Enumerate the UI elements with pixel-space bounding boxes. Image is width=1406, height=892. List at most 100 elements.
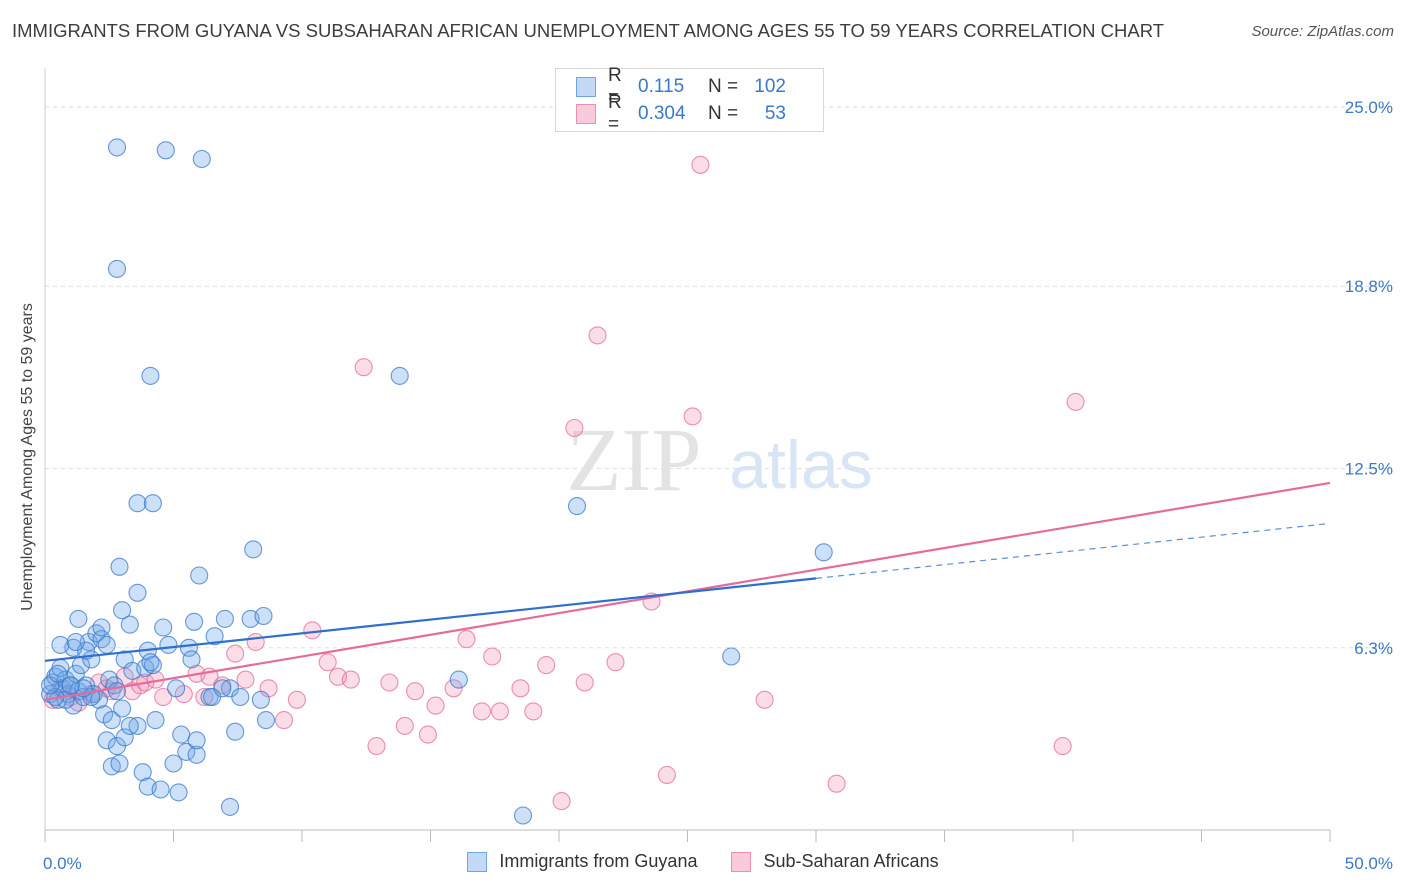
guyana-point: [154, 618, 173, 637]
guyana-point: [151, 780, 170, 799]
guyana-point: [231, 687, 250, 707]
legend-item-subsaharan[interactable]: Sub-Saharan Africans: [731, 851, 939, 872]
subsaharan-point: [318, 653, 337, 672]
guyana-point: [113, 601, 132, 620]
guyana-point: [251, 690, 270, 709]
gridlines: [45, 106, 1390, 649]
subsaharan-point: [552, 792, 571, 811]
trend-lines: [44, 481, 1331, 701]
guyana-point: [113, 699, 132, 718]
guyana-point: [215, 609, 234, 628]
subsaharan-point: [246, 632, 265, 652]
subsaharan-point: [472, 702, 491, 721]
legend-n-label: N =: [708, 103, 739, 124]
subsaharan-point: [511, 679, 530, 698]
subsaharan-point: [380, 673, 399, 692]
guyana-point: [107, 682, 127, 701]
subsaharan-point: [483, 647, 502, 666]
guyana-point: [256, 711, 276, 730]
subsaharan-point: [303, 621, 322, 640]
guyana-point: [128, 583, 147, 602]
subsaharan-point: [354, 358, 373, 377]
subsaharan-point: [606, 653, 625, 672]
guyana-point: [110, 557, 129, 576]
subsaharan-point: [406, 682, 425, 701]
subsaharan-point: [827, 774, 846, 793]
series-subsaharan-points: [43, 155, 1085, 811]
subsaharan-point: [755, 690, 774, 709]
y-axis-label: Unemployment Among Ages 55 to 59 years: [19, 303, 36, 611]
subsaharan-point: [226, 644, 245, 663]
watermark-atlas: atlas: [729, 427, 873, 503]
guyana-point: [128, 716, 147, 735]
guyana-point: [110, 754, 129, 773]
legend-row-subsaharan: R = 0.304 N = 53: [576, 92, 786, 135]
subsaharan-point: [395, 716, 414, 735]
subsaharan-point: [565, 418, 584, 438]
legend-r-value: 0.304: [638, 103, 686, 124]
subsaharan-point: [287, 690, 306, 709]
subsaharan-point: [418, 725, 437, 744]
guyana-point: [179, 638, 198, 657]
guyana-point: [244, 540, 263, 559]
subsaharan-point: [195, 687, 214, 707]
guyana-point: [390, 366, 409, 385]
guyana-point: [182, 650, 201, 669]
legend-swatch-subsaharan: [576, 104, 596, 124]
guyana-point: [87, 624, 106, 643]
guyana-point: [169, 783, 188, 802]
guyana-point: [220, 797, 240, 816]
subsaharan-point: [341, 670, 360, 689]
legend-r-label: R =: [608, 92, 622, 135]
legend-label-guyana: Immigrants from Guyana: [499, 851, 698, 871]
subsaharan-point: [537, 656, 556, 675]
guyana-point: [92, 618, 111, 637]
watermark-zip: ZIP: [567, 411, 702, 510]
subsaharan-point: [426, 696, 445, 715]
guyana-point: [120, 615, 139, 634]
y-tick-label: 12.5%: [1345, 459, 1393, 478]
source-label: Source: ZipAtlas.com: [1251, 23, 1394, 40]
guyana-point: [567, 497, 587, 516]
guyana-point: [814, 543, 833, 562]
chart-title: IMMIGRANTS FROM GUYANA VS SUBSAHARAN AFR…: [12, 20, 1165, 41]
legend-label-subsaharan: Sub-Saharan Africans: [763, 851, 939, 871]
guyana-point: [133, 763, 152, 782]
guyana-point: [143, 494, 162, 513]
legend-item-guyana[interactable]: Immigrants from Guyana: [467, 851, 697, 872]
guyana-point: [187, 745, 206, 764]
guyana-point: [159, 635, 178, 654]
guyana-point: [120, 716, 139, 735]
legend-swatch-subsaharan: [731, 851, 752, 872]
legend-n-value: 53: [764, 103, 786, 124]
guyana-point: [97, 731, 116, 750]
guyana-point: [66, 632, 85, 652]
x-tick-label-min: 0.0%: [43, 854, 82, 873]
guyana-point: [66, 664, 85, 683]
series-guyana-points: [41, 138, 833, 825]
guyana-point: [203, 687, 222, 707]
guyana-point: [187, 731, 206, 750]
y-tick-label: 6.3%: [1354, 639, 1393, 658]
guyana-point: [146, 711, 165, 730]
guyana-point: [102, 711, 121, 730]
guyana-trend-extension: [815, 522, 1331, 579]
guyana-point: [254, 606, 273, 626]
guyana-point: [115, 728, 134, 747]
guyana-point: [107, 259, 127, 278]
series-legend: Immigrants from Guyana Sub-Saharan Afric…: [0, 851, 1406, 872]
guyana-point: [226, 722, 245, 741]
guyana-point: [205, 627, 224, 646]
legend-swatch-guyana: [576, 77, 596, 97]
subsaharan-point: [1066, 392, 1085, 411]
guyana-point: [167, 679, 186, 698]
subsaharan-point: [444, 679, 463, 698]
correlation-legend: R = 0.115 N = 102 R = 0.304 N = 53: [555, 65, 824, 135]
legend-n-label: N =: [708, 76, 739, 97]
guyana-point: [156, 141, 175, 160]
guyana-point: [190, 566, 209, 585]
legend-n-value: 102: [754, 76, 786, 97]
subsaharan-point: [490, 702, 509, 721]
guyana-point: [107, 138, 127, 157]
